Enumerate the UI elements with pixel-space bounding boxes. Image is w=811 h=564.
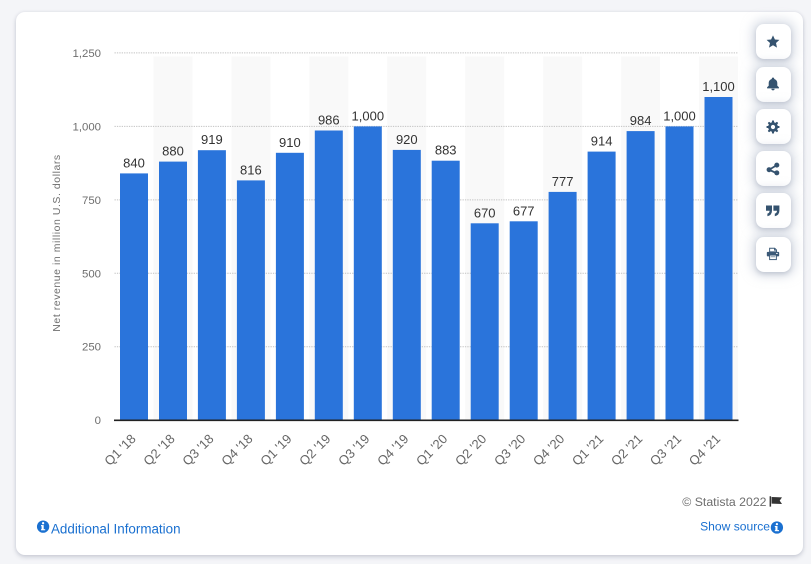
svg-text:Q3 '19: Q3 '19 <box>335 431 372 468</box>
svg-text:Q2 '20: Q2 '20 <box>452 431 489 468</box>
svg-text:883: 883 <box>435 143 457 158</box>
svg-text:Net revenue in million U.S. do: Net revenue in million U.S. dollars <box>51 154 63 331</box>
svg-text:1,100: 1,100 <box>702 79 735 94</box>
svg-text:Q3 '21: Q3 '21 <box>647 431 684 468</box>
svg-text:Q2 '18: Q2 '18 <box>140 431 177 468</box>
svg-text:1,250: 1,250 <box>72 48 101 60</box>
svg-text:Q4 '20: Q4 '20 <box>530 431 567 468</box>
svg-text:Q1 '19: Q1 '19 <box>257 431 294 468</box>
svg-text:Q4 '19: Q4 '19 <box>374 431 411 468</box>
svg-text:880: 880 <box>162 144 184 159</box>
svg-text:840: 840 <box>123 155 145 170</box>
svg-text:914: 914 <box>591 134 613 149</box>
svg-text:986: 986 <box>318 113 340 128</box>
svg-text:920: 920 <box>396 132 418 147</box>
svg-text:0: 0 <box>95 415 101 427</box>
svg-text:777: 777 <box>552 174 574 189</box>
svg-text:Q4 '21: Q4 '21 <box>686 431 723 468</box>
svg-text:Q1 '21: Q1 '21 <box>569 431 606 468</box>
svg-text:1,000: 1,000 <box>352 108 385 123</box>
svg-text:Q1 '18: Q1 '18 <box>101 431 138 468</box>
svg-text:1,000: 1,000 <box>72 121 101 133</box>
svg-text:Q4 '18: Q4 '18 <box>218 431 255 468</box>
svg-text:Show source: Show source <box>700 520 770 534</box>
svg-text:Q1 '20: Q1 '20 <box>413 431 450 468</box>
svg-text:670: 670 <box>474 205 496 220</box>
svg-text:910: 910 <box>279 135 301 150</box>
svg-text:250: 250 <box>82 342 101 354</box>
svg-text:Additional Information: Additional Information <box>51 522 181 537</box>
svg-text:816: 816 <box>240 162 262 177</box>
svg-text:Q3 '20: Q3 '20 <box>491 431 528 468</box>
svg-text:© Statista 2022: © Statista 2022 <box>682 495 766 509</box>
svg-text:984: 984 <box>630 113 652 128</box>
svg-text:Q2 '21: Q2 '21 <box>608 431 645 468</box>
svg-text:500: 500 <box>82 268 101 280</box>
svg-text:919: 919 <box>201 132 223 147</box>
svg-text:677: 677 <box>513 203 535 218</box>
svg-text:750: 750 <box>82 195 101 207</box>
svg-text:Q2 '19: Q2 '19 <box>296 431 333 468</box>
svg-text:1,000: 1,000 <box>663 108 696 123</box>
svg-text:Q3 '18: Q3 '18 <box>179 431 216 468</box>
